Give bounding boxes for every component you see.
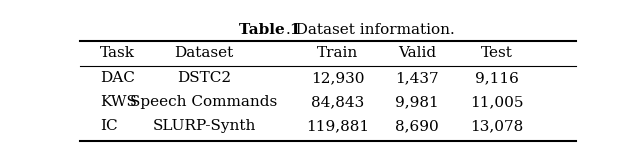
Text: 1,437: 1,437 [396, 71, 439, 85]
Text: 12,930: 12,930 [311, 71, 365, 85]
Text: DAC: DAC [100, 71, 134, 85]
Text: IC: IC [100, 119, 118, 133]
Text: . Dataset information.: . Dataset information. [287, 23, 455, 37]
Text: Train: Train [317, 46, 358, 60]
Text: 11,005: 11,005 [470, 95, 524, 109]
Text: 13,078: 13,078 [470, 119, 524, 133]
Text: SLURP-Synth: SLURP-Synth [152, 119, 256, 133]
Text: Task: Task [100, 46, 135, 60]
Text: Speech Commands: Speech Commands [131, 95, 278, 109]
Text: Table 1: Table 1 [239, 23, 300, 37]
Text: KWS: KWS [100, 95, 137, 109]
Text: Dataset: Dataset [174, 46, 234, 60]
Text: 84,843: 84,843 [311, 95, 365, 109]
Text: DSTC2: DSTC2 [177, 71, 231, 85]
Text: 119,881: 119,881 [307, 119, 369, 133]
Text: 9,116: 9,116 [475, 71, 518, 85]
Text: 9,981: 9,981 [396, 95, 439, 109]
Text: Valid: Valid [398, 46, 436, 60]
Text: 8,690: 8,690 [396, 119, 439, 133]
Text: Test: Test [481, 46, 513, 60]
